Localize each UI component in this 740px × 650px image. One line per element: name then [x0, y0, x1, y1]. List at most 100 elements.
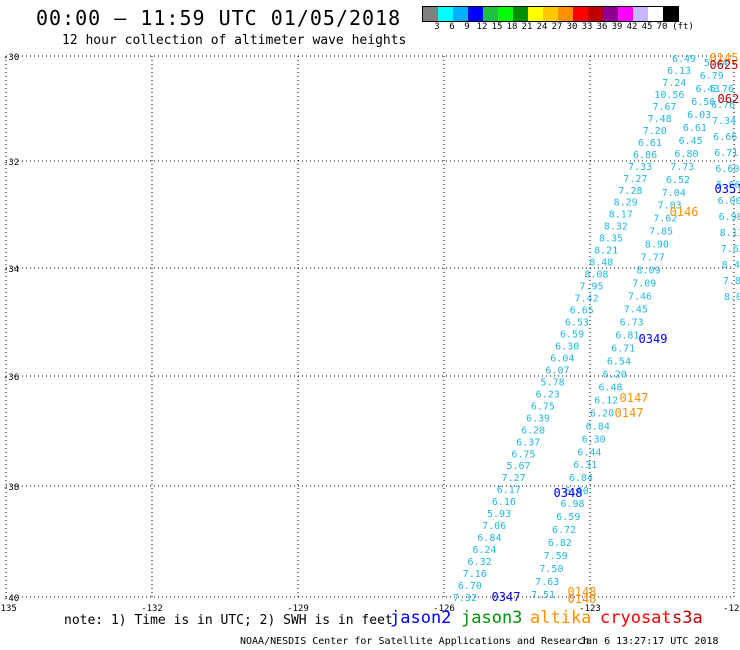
- altimeter-tracks: 6.496.137.2410.567.677.487.206.616.867.3…: [453, 54, 740, 604]
- pass-number-label: 0347: [492, 590, 521, 604]
- wave-height-value: 6.90: [719, 212, 740, 223]
- wave-height-value: 8.41: [722, 260, 740, 271]
- pass-number-label: 0348: [554, 486, 583, 500]
- color-scale-label: 21: [521, 22, 533, 32]
- wave-height-value: 7.48: [648, 114, 672, 125]
- longitude-label: -129: [287, 604, 309, 614]
- wave-height-value: 7.51: [531, 590, 555, 601]
- wave-height-value: 6.76: [711, 100, 735, 111]
- wave-height-value: 7.67: [652, 102, 676, 113]
- color-swatch: [603, 7, 618, 21]
- wave-height-value: 6.12: [594, 395, 618, 406]
- latitude-label: -32: [3, 158, 19, 168]
- wave-height-value: 6.53: [565, 318, 589, 329]
- color-scale-label: 24: [536, 22, 548, 32]
- wave-height-value: 6.43: [696, 84, 720, 95]
- wave-height-value: 6.84: [586, 421, 610, 432]
- color-swatch: [663, 7, 678, 21]
- color-swatch: [633, 7, 648, 21]
- color-scale-label: 6: [449, 22, 455, 32]
- wave-height-value: 6.07: [545, 365, 569, 376]
- pass-number-label: 0147: [620, 391, 649, 405]
- wave-height-value: 7.59: [544, 551, 568, 562]
- longitude-label: -126: [433, 604, 455, 614]
- wave-height-value: 8.08: [584, 270, 608, 281]
- pass-number-label: 0349: [639, 332, 668, 346]
- wave-height-value: 5.78: [541, 377, 565, 388]
- wave-height-value: 7.73: [670, 162, 694, 173]
- credit-text: NOAA/NESDIS Center for Satellite Applica…: [240, 636, 590, 647]
- wave-height-value: 7.34: [712, 116, 736, 127]
- wave-height-value: 7.63: [721, 244, 740, 255]
- wave-height-value: 8.11: [720, 228, 740, 239]
- pass-number-label: 0146: [670, 205, 699, 219]
- legend-item-jason3: jason3: [461, 608, 523, 628]
- color-scale-label: 9: [464, 22, 470, 32]
- wave-height-value: 6.75: [531, 401, 555, 412]
- wave-height-value: 5.93: [487, 509, 511, 520]
- wave-height-value: 6.98: [560, 499, 584, 510]
- wave-height-value: 7.32: [453, 593, 477, 604]
- wave-height-value: 7.27: [502, 473, 526, 484]
- wave-height-value: 6.03: [687, 110, 711, 121]
- wave-height-value: 6.80: [674, 149, 698, 160]
- color-swatch: [648, 7, 663, 21]
- pass-number-label: 0351: [715, 182, 740, 196]
- color-swatch: [498, 7, 513, 21]
- wave-height-value: 5.67: [506, 461, 530, 472]
- pass-number-label: 0625: [710, 58, 739, 72]
- color-swatch: [573, 7, 588, 21]
- wave-height-value: 6.66: [713, 132, 737, 143]
- color-scale-label: 36: [596, 22, 608, 32]
- color-scale-label: 42: [626, 22, 638, 32]
- legend-item-altika: altika: [530, 608, 592, 628]
- wave-height-value: 6.30: [582, 434, 606, 445]
- wave-height-value: 6.65: [570, 306, 594, 317]
- wave-height-value: 6.44: [577, 447, 601, 458]
- wave-height-value: 7.89: [723, 276, 740, 287]
- longitude-label: -132: [141, 604, 163, 614]
- wave-height-value: 6.00: [717, 196, 740, 207]
- wave-height-value: 6.13: [667, 66, 691, 77]
- wave-height-value: 8.17: [609, 210, 633, 221]
- wave-height-value: 6.39: [526, 413, 550, 424]
- wave-height-value: 6.23: [536, 389, 560, 400]
- wave-height-value: 8.29: [614, 198, 638, 209]
- wave-height-value: 6.04: [550, 353, 574, 364]
- wave-height-value: 5.76: [710, 84, 734, 95]
- wave-height-value: 7.04: [662, 188, 686, 199]
- legend-item-jason2: jason2: [390, 608, 452, 628]
- wave-height-value: 6.81: [615, 330, 639, 341]
- wave-height-value: 6.56: [691, 97, 715, 108]
- wave-height-value: 7.85: [649, 227, 673, 238]
- wave-height-value: 6.52: [666, 175, 690, 186]
- units-note: note: 1) Time is in UTC; 2) SWH is in fe…: [64, 613, 393, 628]
- wave-height-value: 7.42: [575, 294, 599, 305]
- wave-height-value: 6.28: [521, 425, 545, 436]
- wave-height-value: 6.24: [472, 545, 496, 556]
- pass-number-label: 0625: [718, 92, 740, 106]
- longitude-label: -123: [579, 604, 601, 614]
- color-swatch: [453, 7, 468, 21]
- wave-height-value: 7.63: [535, 577, 559, 588]
- wave-height-value: 7.62: [653, 214, 677, 225]
- color-scale-label: 18: [506, 22, 518, 32]
- color-swatch: [423, 7, 438, 21]
- color-scale-label: 3: [434, 22, 440, 32]
- color-scale-label: 27: [551, 22, 563, 32]
- wave-height-value: 6.72: [552, 525, 576, 536]
- color-scale-label: 15: [491, 22, 503, 32]
- wave-height-value: 7.24: [662, 78, 686, 89]
- color-swatch: [528, 7, 543, 21]
- timestamp-text: Jan 6 13:27:17 UTC 2018: [580, 636, 719, 647]
- color-scale-label: 12: [476, 22, 488, 32]
- longitude-label: -135: [0, 604, 17, 614]
- wave-height-value: 7.50: [539, 564, 563, 575]
- wave-height-value: 8.21: [594, 246, 618, 257]
- pass-labels: 0145062506250351014603490147014703480148…: [492, 51, 740, 606]
- wave-height-value: 6.84: [569, 473, 593, 484]
- wave-height-value: 6.86: [633, 150, 657, 161]
- color-scale-label: 33: [581, 22, 593, 32]
- wave-height-value: 6.61: [683, 123, 707, 134]
